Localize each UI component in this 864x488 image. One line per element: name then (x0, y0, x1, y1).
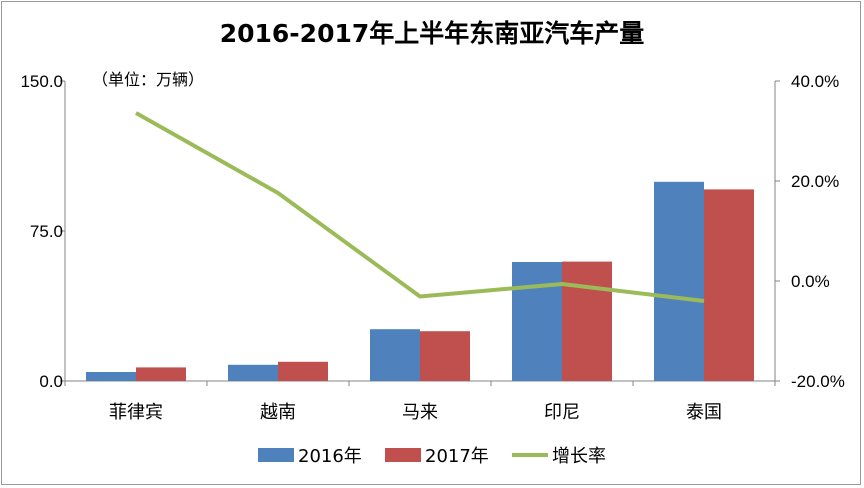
right-tick-label: -20.0% (791, 372, 845, 391)
bar-2017 (562, 261, 612, 381)
unit-note: （单位：万辆） (92, 70, 205, 89)
bar-2017 (278, 361, 328, 381)
growth-rate-line (135, 111, 705, 303)
left-tick-label: 0.0 (39, 372, 63, 391)
bar-2017 (420, 331, 470, 381)
left-tick-label: 150.0 (20, 72, 63, 91)
legend-swatch-2016 (258, 448, 294, 462)
bar-2016 (370, 329, 420, 381)
left-tick-label: 75.0 (30, 222, 63, 241)
legend-label: 2017年 (425, 446, 489, 467)
x-tick-label: 越南 (260, 402, 296, 423)
chart-title: 2016-2017年上半年东南亚汽车产量 (219, 19, 645, 48)
bar-2016 (654, 181, 704, 381)
right-tick-label: 40.0% (791, 72, 839, 91)
bar-2016 (512, 262, 562, 381)
legend-label: 2016年 (298, 446, 362, 467)
bar-2017 (704, 189, 754, 381)
x-tick-label: 印尼 (544, 402, 580, 423)
legend-swatch-2017 (385, 448, 421, 462)
x-tick-label: 马来 (402, 402, 438, 423)
x-tick-label: 菲律宾 (109, 402, 163, 423)
right-tick-label: 0.0% (791, 272, 830, 291)
right-tick-label: 20.0% (791, 172, 839, 191)
bar-2016 (228, 364, 278, 381)
bar-2016 (86, 372, 136, 381)
legend-label: 增长率 (552, 446, 606, 467)
bar-2017 (136, 367, 186, 381)
x-tick-label: 泰国 (686, 402, 722, 423)
